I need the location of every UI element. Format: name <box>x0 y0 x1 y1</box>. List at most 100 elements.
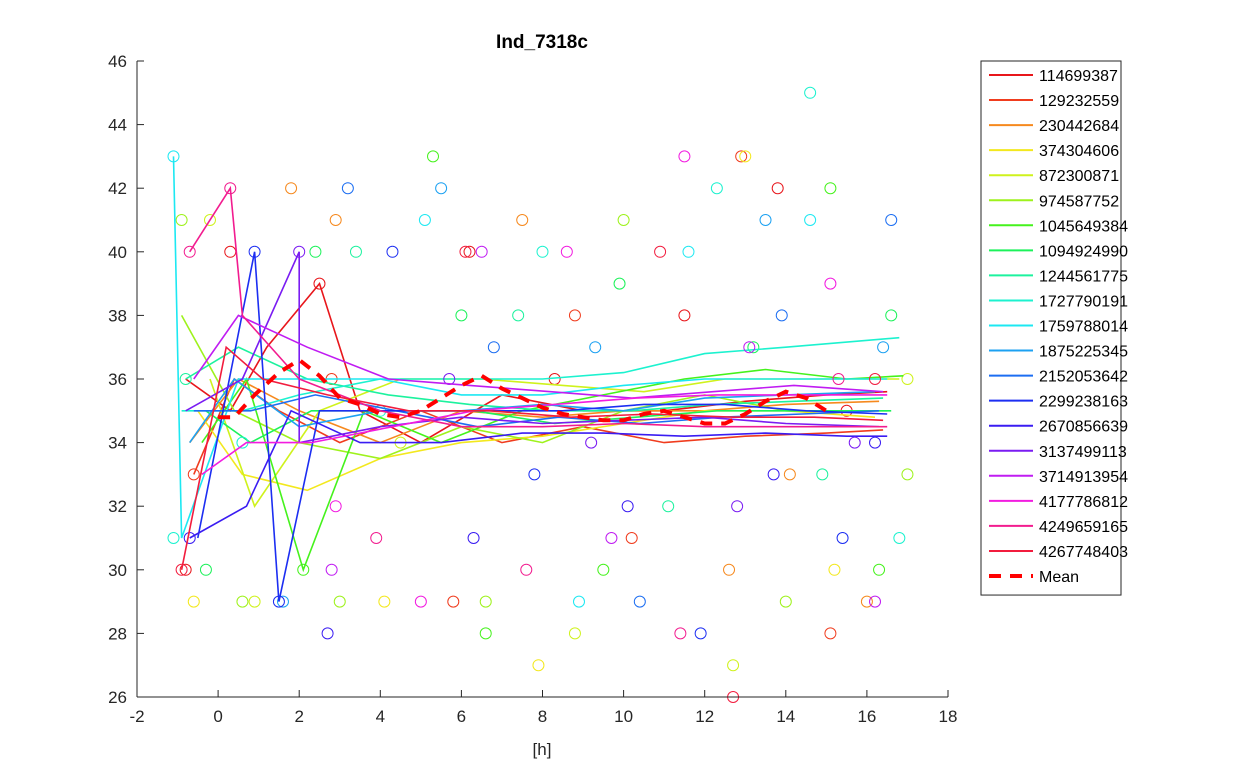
legend-label: Mean <box>1039 569 1079 586</box>
x-axis-label: [h] <box>533 740 552 759</box>
data-point <box>674 627 687 640</box>
data-point <box>739 150 752 163</box>
legend-entry: 4249659165 <box>989 519 1128 536</box>
legend-label: 4177786812 <box>1039 494 1128 511</box>
data-point <box>325 563 338 576</box>
data-point <box>783 468 796 481</box>
data-point <box>869 595 882 608</box>
data-point <box>175 563 188 576</box>
legend-entry: 974587752 <box>989 193 1119 210</box>
data-point <box>633 595 646 608</box>
y-tick-label: 42 <box>108 179 127 198</box>
data-point <box>370 532 383 544</box>
data-point <box>727 659 740 672</box>
legend-entry: 1759788014 <box>989 319 1128 336</box>
x-tick-label: 0 <box>213 707 222 726</box>
data-point <box>293 245 306 258</box>
data-point <box>694 627 707 640</box>
data-point <box>183 245 196 258</box>
legend-label: 1094924990 <box>1039 243 1128 260</box>
data-point <box>427 150 440 163</box>
data-point <box>824 277 837 290</box>
data-point <box>560 245 573 258</box>
y-tick-label: 44 <box>108 116 127 135</box>
y-tick-label: 26 <box>108 688 127 707</box>
legend-label: 2299238163 <box>1039 394 1128 411</box>
data-point <box>349 245 362 258</box>
series-3714913954 <box>193 245 884 608</box>
data-point <box>179 563 192 576</box>
legend-entry: 3137499113 <box>989 444 1127 461</box>
legend-label: 114699387 <box>1039 68 1118 85</box>
data-point <box>723 563 736 576</box>
data-point <box>869 373 882 385</box>
series-4267748403 <box>175 245 884 703</box>
data-point <box>869 436 882 449</box>
data-point <box>605 532 618 544</box>
series-line <box>189 185 888 428</box>
data-point <box>710 182 723 195</box>
data-point <box>568 309 581 322</box>
data-point <box>199 563 212 576</box>
data-point <box>662 500 675 513</box>
legend-entry: 1094924990 <box>989 243 1128 260</box>
legend-label: 230442684 <box>1039 118 1119 135</box>
data-point <box>167 150 180 163</box>
data-point <box>187 595 200 608</box>
data-point <box>467 532 480 544</box>
data-point <box>528 468 541 481</box>
data-point <box>512 309 525 322</box>
data-point <box>824 182 837 195</box>
data-point <box>329 214 342 226</box>
data-point <box>333 595 346 608</box>
data-point <box>735 150 748 163</box>
mean-line <box>218 357 828 426</box>
data-point <box>447 595 460 608</box>
y-tick-label: 34 <box>108 434 127 453</box>
legend-entry: 4267748403 <box>989 544 1128 561</box>
data-point <box>329 500 342 513</box>
y-tick-label: 32 <box>108 497 127 516</box>
legend-label: 2152053642 <box>1039 369 1128 386</box>
data-point <box>779 595 792 608</box>
data-point <box>463 245 476 258</box>
x-tick-label: -2 <box>129 707 144 726</box>
series-230442684 <box>189 182 880 608</box>
legend: 114699387 129232559 230442684 374304606 8723… <box>980 60 1128 596</box>
y-tick-label: 40 <box>108 243 127 262</box>
y-tick-label: 46 <box>108 52 127 71</box>
y-tick-label: 38 <box>108 306 127 325</box>
data-point <box>597 563 610 576</box>
data-point <box>585 436 598 449</box>
legend-label: 4267748403 <box>1039 544 1128 561</box>
data-point <box>341 182 354 195</box>
data-point <box>885 214 898 226</box>
series-line <box>189 409 888 539</box>
data-point <box>435 182 448 195</box>
legend-entry: 2299238163 <box>989 394 1128 411</box>
data-point <box>816 468 829 481</box>
data-point <box>885 309 898 322</box>
series-1094924990 <box>199 245 898 576</box>
data-point <box>414 595 427 608</box>
data-point <box>272 595 285 608</box>
data-point <box>832 373 845 385</box>
series-line <box>201 394 888 476</box>
y-tick-label: 30 <box>108 561 127 580</box>
legend-entry: 3714913954 <box>989 469 1128 486</box>
data-point <box>828 563 841 576</box>
x-tick-label: 8 <box>538 707 547 726</box>
data-point <box>678 150 691 163</box>
data-point <box>743 341 756 354</box>
data-point <box>285 182 298 195</box>
data-point <box>572 595 585 608</box>
data-point <box>536 245 549 258</box>
data-point <box>877 341 890 354</box>
legend-label: 1759788014 <box>1039 319 1128 336</box>
data-point <box>625 532 638 544</box>
legend-label: 1244561775 <box>1039 268 1128 285</box>
data-point <box>309 245 322 258</box>
data-point <box>479 595 492 608</box>
